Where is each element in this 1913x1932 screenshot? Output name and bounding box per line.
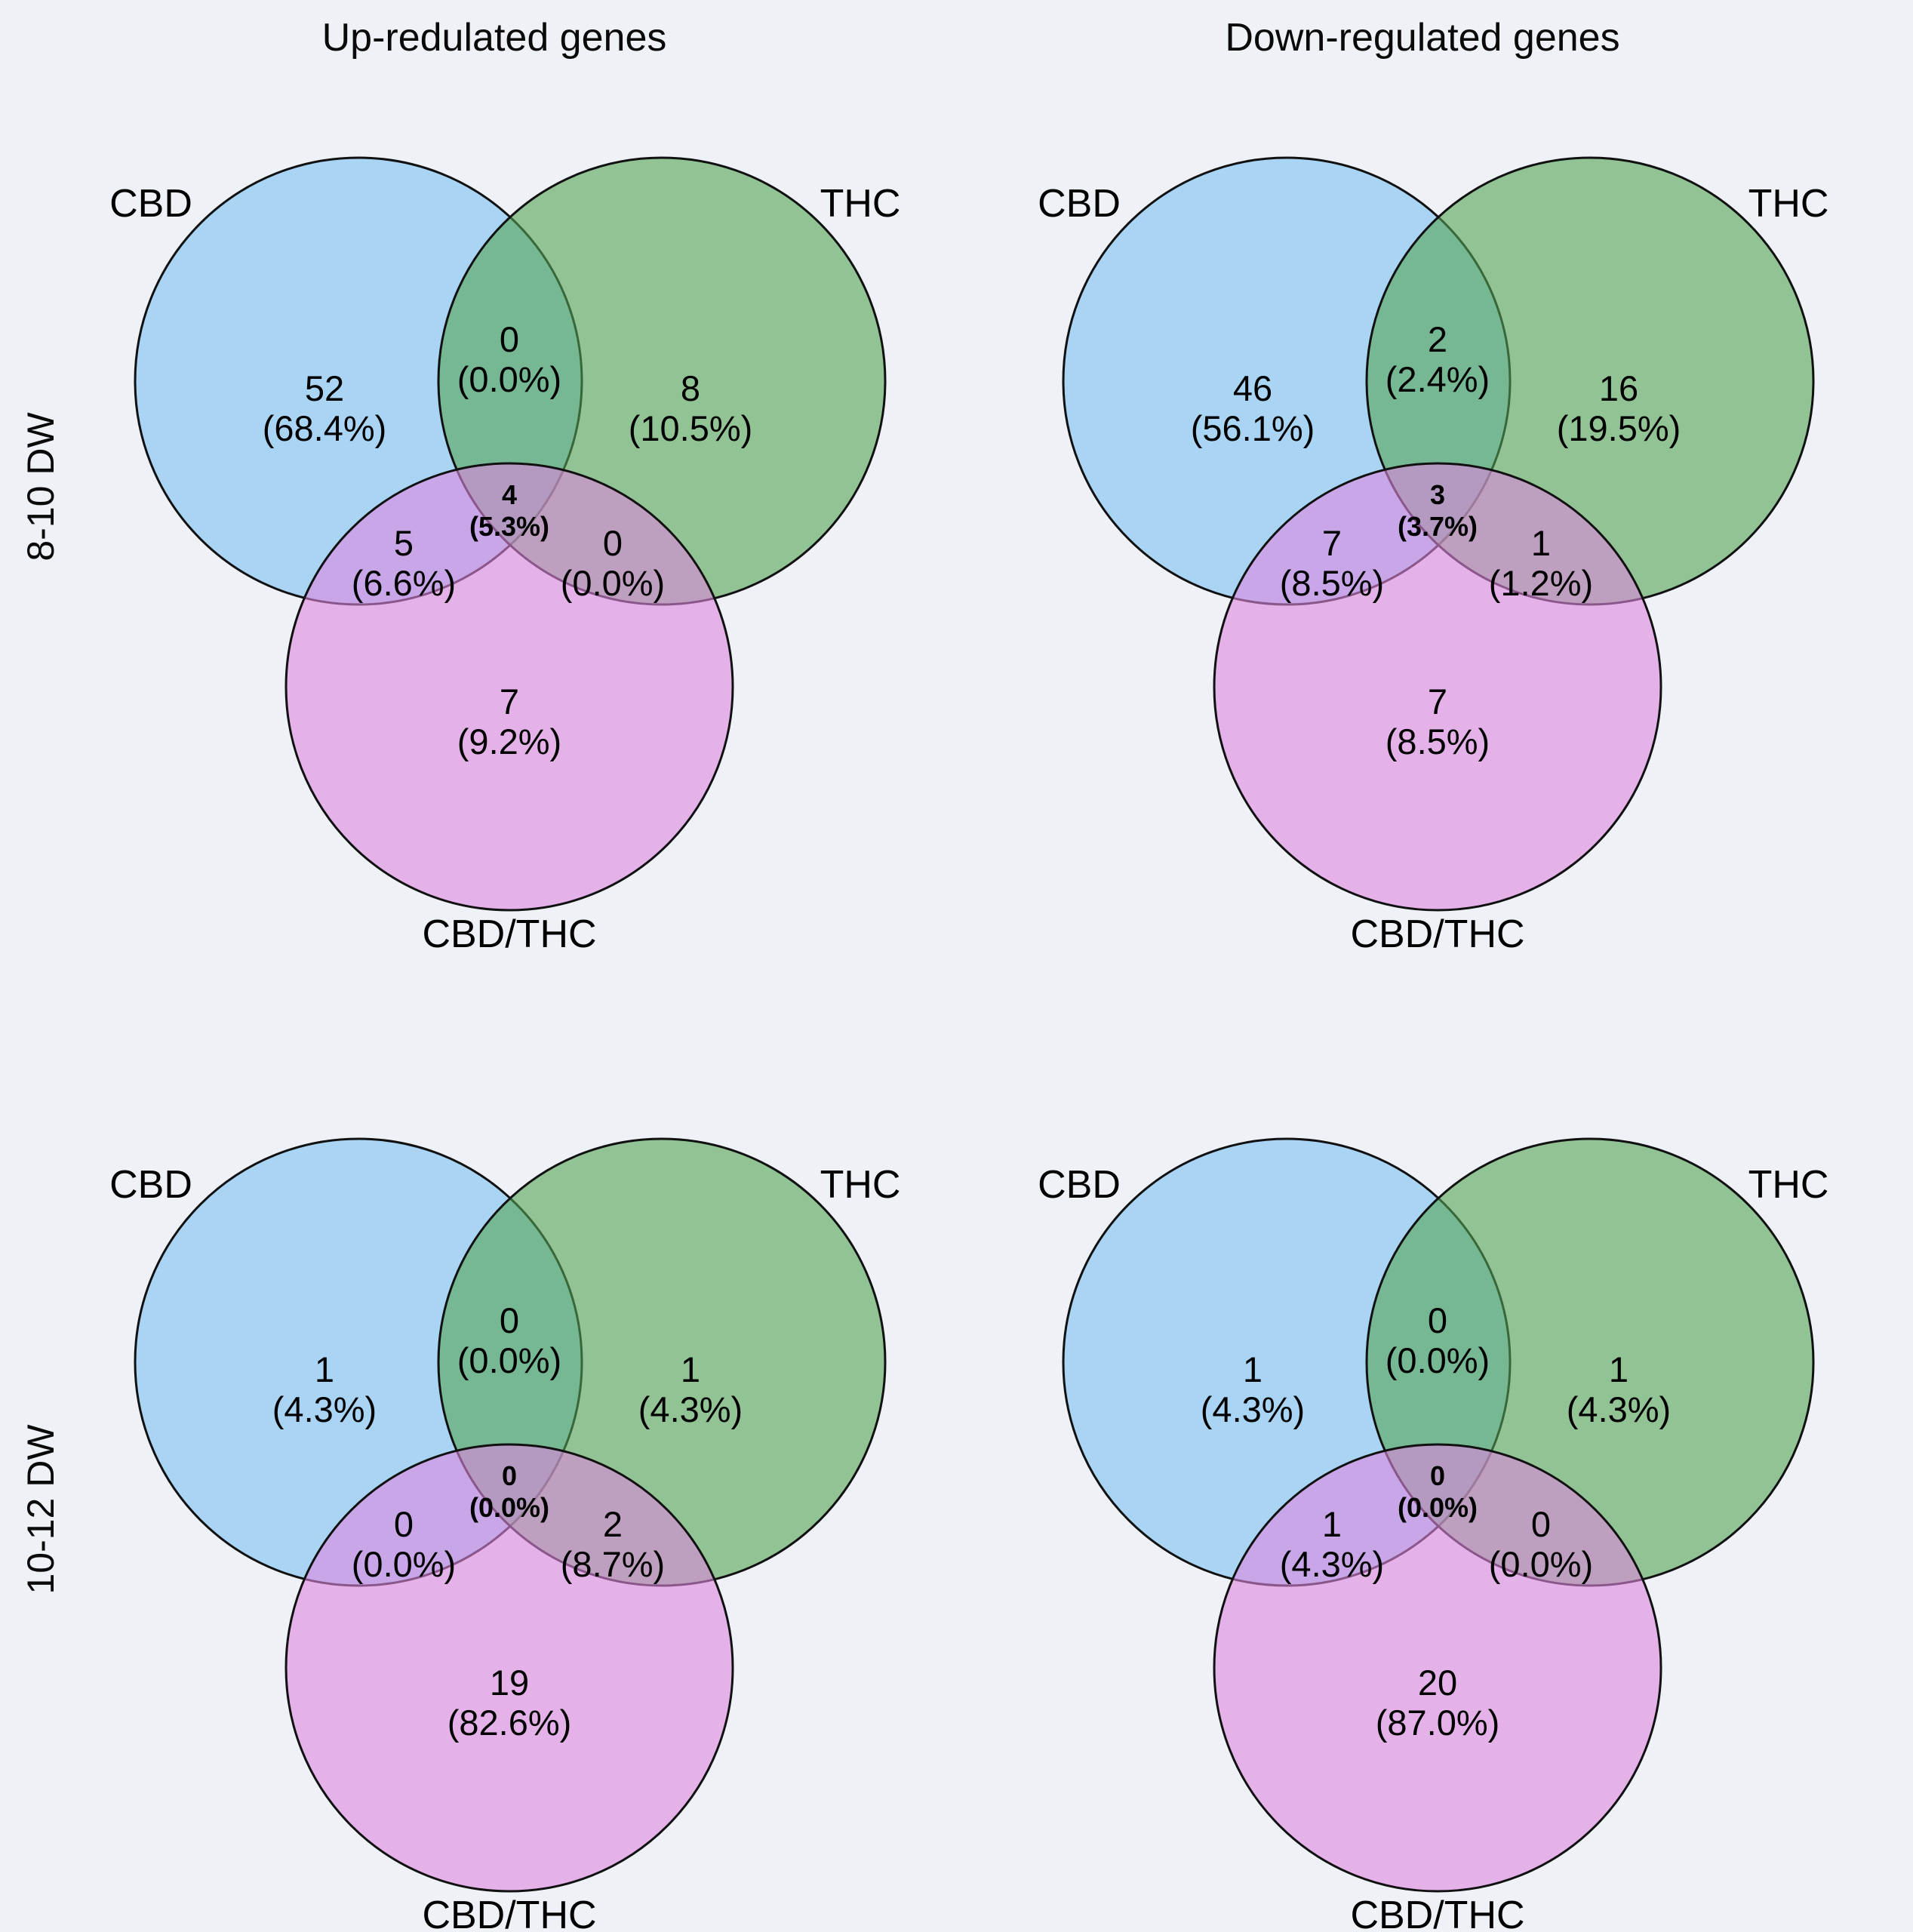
cbdthc-only-count: 20 (1418, 1663, 1457, 1703)
cbd-thc-pct: (2.4%) (1386, 359, 1490, 399)
thc-only-count: 1 (1609, 1349, 1629, 1389)
cbdthc-set-label: CBD/THC (422, 912, 596, 955)
cbdthc-only-count: 7 (1428, 681, 1447, 721)
cbd-cbdthc-pct: (0.0%) (352, 1544, 456, 1584)
cbdthc-circle (284, 462, 734, 912)
cbdthc-only-count: 19 (490, 1663, 529, 1703)
column-title-downregulated: Down-regulated genes (1225, 16, 1620, 60)
cbd-thc-pct: (0.0%) (457, 1340, 561, 1380)
thc-set-label: THC (1748, 1163, 1829, 1207)
all-three-pct: (3.7%) (1398, 511, 1478, 542)
thc-cbdthc-pct: (0.0%) (1489, 1544, 1593, 1584)
all-three-pct: (0.0%) (1398, 1492, 1478, 1523)
thc-only-count: 1 (681, 1349, 700, 1389)
thc-cbdthc-pct: (1.2%) (1489, 563, 1593, 603)
cbd-thc-pct: (0.0%) (1386, 1340, 1490, 1380)
cbd-cbdthc-count: 5 (394, 523, 414, 563)
cbd-only-count: 1 (1243, 1349, 1263, 1389)
cbdthc-only-pct: (82.6%) (447, 1703, 572, 1743)
venn-panel-downregulated-8-10dw: CBD THC CBD/THC 46 (56.1%) 2 (2.4%) 16 (… (1038, 156, 1829, 955)
cbd-only-pct: (4.3%) (272, 1389, 377, 1429)
cbdthc-only-pct: (87.0%) (1376, 1703, 1500, 1743)
cbdthc-circle (1213, 462, 1662, 912)
thc-cbdthc-pct: (8.7%) (561, 1544, 665, 1584)
cbd-cbdthc-count: 1 (1322, 1504, 1342, 1544)
cbd-set-label: CBD (109, 182, 192, 226)
all-three-pct: (0.0%) (469, 1492, 549, 1523)
thc-only-pct: (19.5%) (1557, 408, 1681, 448)
all-three-count: 0 (502, 1460, 517, 1491)
all-three-count: 3 (1430, 479, 1445, 510)
cbdthc-circle (284, 1443, 734, 1893)
thc-only-pct: (4.3%) (638, 1389, 743, 1429)
cbdthc-set-label: CBD/THC (1350, 1894, 1524, 1932)
thc-only-pct: (10.5%) (629, 408, 753, 448)
cbd-set-label: CBD (109, 1163, 192, 1207)
cbdthc-only-pct: (9.2%) (457, 721, 561, 761)
thc-cbdthc-count: 2 (603, 1504, 623, 1544)
thc-only-pct: (4.3%) (1567, 1389, 1671, 1429)
venn-panel-upregulated-8-10dw: CBD THC CBD/THC 52 (68.4%) 0 (0.0%) 8 (1… (109, 156, 901, 955)
cbdthc-circle (1213, 1443, 1662, 1893)
cbd-thc-count: 0 (500, 1300, 519, 1340)
all-three-count: 4 (502, 479, 517, 510)
cbd-cbdthc-pct: (4.3%) (1280, 1544, 1384, 1584)
cbd-thc-count: 2 (1428, 319, 1447, 359)
cbd-only-count: 52 (305, 368, 344, 408)
cbd-thc-count: 0 (1428, 1300, 1447, 1340)
thc-set-label: THC (1748, 182, 1829, 226)
all-three-pct: (5.3%) (469, 511, 549, 542)
cbd-thc-pct: (0.0%) (457, 359, 561, 399)
cbd-only-count: 46 (1233, 368, 1272, 408)
cbd-thc-count: 0 (500, 319, 519, 359)
cbd-only-pct: (56.1%) (1191, 408, 1315, 448)
cbdthc-only-pct: (8.5%) (1386, 721, 1490, 761)
cbd-only-pct: (68.4%) (263, 408, 387, 448)
cbdthc-set-label: CBD/THC (1350, 912, 1524, 955)
thc-set-label: THC (820, 1163, 901, 1207)
cbdthc-set-label: CBD/THC (422, 1894, 596, 1932)
thc-cbdthc-pct: (0.0%) (561, 563, 665, 603)
all-three-count: 0 (1430, 1460, 1445, 1491)
column-title-upregulated: Up-redulated genes (321, 16, 667, 60)
thc-only-count: 8 (681, 368, 700, 408)
venn-panel-downregulated-10-12dw: CBD THC CBD/THC 1 (4.3%) 0 (0.0%) 1 (4.3… (1038, 1137, 1829, 1932)
cbdthc-only-count: 7 (500, 681, 519, 721)
cbd-cbdthc-count: 0 (394, 1504, 414, 1544)
venn-panel-upregulated-10-12dw: CBD THC CBD/THC 1 (4.3%) 0 (0.0%) 1 (4.3… (109, 1137, 901, 1932)
cbd-cbdthc-pct: (8.5%) (1280, 563, 1384, 603)
thc-cbdthc-count: 1 (1531, 523, 1551, 563)
cbd-only-pct: (4.3%) (1201, 1389, 1305, 1429)
cbd-cbdthc-count: 7 (1322, 523, 1342, 563)
cbd-cbdthc-pct: (6.6%) (352, 563, 456, 603)
thc-only-count: 16 (1599, 368, 1638, 408)
cbd-set-label: CBD (1038, 182, 1121, 226)
cbd-set-label: CBD (1038, 1163, 1121, 1207)
thc-cbdthc-count: 0 (603, 523, 623, 563)
thc-cbdthc-count: 0 (1531, 1504, 1551, 1544)
thc-set-label: THC (820, 182, 901, 226)
cbd-only-count: 1 (315, 1349, 334, 1389)
